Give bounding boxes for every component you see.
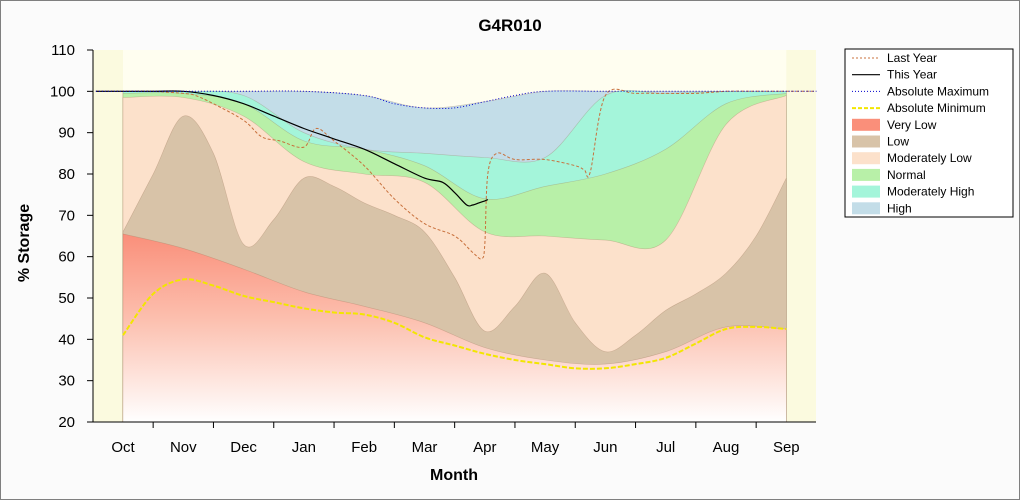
legend-item: High bbox=[852, 201, 912, 215]
storage-bands bbox=[93, 50, 816, 423]
legend-item: Last Year bbox=[852, 51, 937, 65]
legend-label: Last Year bbox=[887, 51, 937, 65]
x-tick-label: Mar bbox=[412, 439, 438, 456]
legend-item: Moderately High bbox=[852, 185, 974, 199]
legend-swatch bbox=[852, 168, 880, 181]
legend-swatch bbox=[852, 185, 880, 198]
legend-label: Moderately High bbox=[887, 185, 974, 199]
y-tick-label: 110 bbox=[51, 42, 75, 59]
x-tick-label: Aug bbox=[713, 439, 740, 456]
plot-margin-right bbox=[786, 50, 816, 422]
axes bbox=[87, 49, 816, 428]
y-tick-label: 80 bbox=[58, 166, 75, 183]
legend-label: Normal bbox=[887, 168, 926, 182]
y-tick-label: 20 bbox=[58, 414, 75, 431]
series-last-year bbox=[95, 88, 817, 260]
x-tick-label: Feb bbox=[351, 439, 377, 456]
band-very-low bbox=[122, 233, 787, 423]
legend-label: This Year bbox=[887, 68, 937, 82]
series-absolute-minimum bbox=[122, 278, 787, 370]
y-axis-title: % Storage bbox=[16, 204, 33, 282]
x-tick-label: Oct bbox=[111, 439, 135, 456]
x-tick-label: Apr bbox=[473, 439, 496, 456]
legend-label: Absolute Minimum bbox=[887, 101, 986, 115]
y-tick-label: 90 bbox=[58, 125, 75, 142]
legend-swatch bbox=[852, 202, 880, 215]
x-tick-label: Sep bbox=[773, 439, 800, 456]
x-tick-label: Nov bbox=[170, 439, 197, 456]
y-tick-label: 60 bbox=[58, 249, 75, 266]
legend-swatch bbox=[852, 152, 880, 165]
x-tick-label: Dec bbox=[230, 439, 257, 456]
legend-label: Low bbox=[887, 135, 909, 149]
legend-label: Very Low bbox=[887, 118, 937, 132]
legend-item: Normal bbox=[852, 168, 926, 182]
x-tick-label: Jul bbox=[656, 439, 675, 456]
legend: Last Year This Year Absolute Maximum Absolu… bbox=[844, 48, 1014, 218]
x-tick-label: Jun bbox=[593, 439, 617, 456]
y-tick-label: 40 bbox=[58, 331, 75, 348]
x-tick-label: Jan bbox=[292, 439, 316, 456]
legend-label: Absolute Maximum bbox=[887, 84, 989, 98]
y-tick-label: 100 bbox=[50, 83, 75, 100]
tick-labels: 20 30 40 50 60 70 80 90 100 110 Oct Nov Dec Jan Feb Mar… bbox=[50, 42, 800, 456]
y-tick-label: 70 bbox=[58, 207, 75, 224]
legend-item: Low bbox=[852, 135, 909, 149]
legend-item: Absolute Minimum bbox=[852, 101, 986, 115]
legend-item: Moderately Low bbox=[852, 151, 972, 165]
x-tick-label: May bbox=[531, 439, 560, 456]
legend-swatch bbox=[852, 118, 880, 131]
y-tick-label: 50 bbox=[58, 290, 75, 307]
legend-item: Very Low bbox=[852, 118, 937, 132]
series-lines bbox=[95, 88, 817, 370]
x-axis-title: Month bbox=[430, 467, 478, 484]
legend-label: High bbox=[887, 201, 912, 215]
plot-margin-left bbox=[93, 50, 123, 422]
legend-swatch bbox=[852, 135, 880, 148]
legend-label: Moderately Low bbox=[887, 151, 972, 165]
legend-item: This Year bbox=[852, 68, 937, 82]
chart-title: G4R010 bbox=[478, 16, 541, 35]
series-absolute-maximum bbox=[95, 90, 817, 110]
y-tick-label: 30 bbox=[58, 373, 75, 390]
legend-item: Absolute Maximum bbox=[852, 84, 989, 98]
